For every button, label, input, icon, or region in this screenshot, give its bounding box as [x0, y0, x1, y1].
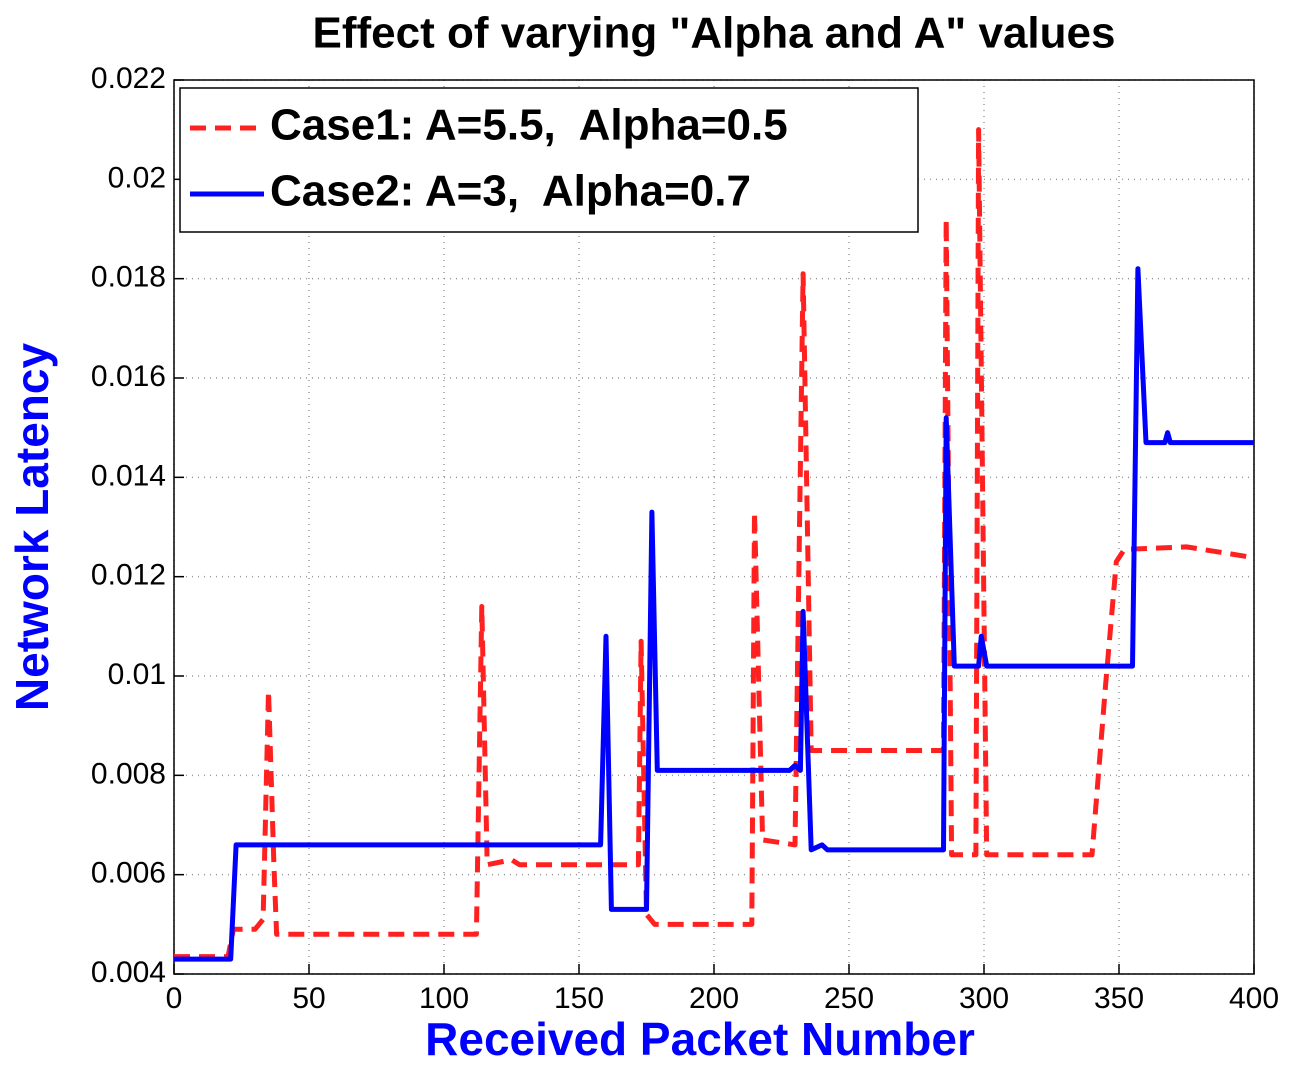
x-tick-label: 50	[292, 982, 325, 1015]
chart-title: Effect of varying "Alpha and A" values	[313, 9, 1116, 58]
y-tick-label: 0.012	[91, 559, 166, 592]
y-tick-label: 0.02	[108, 161, 166, 194]
y-tick-label: 0.01	[108, 658, 166, 691]
x-tick-label: 300	[959, 982, 1009, 1015]
y-tick-label: 0.016	[91, 360, 166, 393]
legend-label: Case2: A=3, Alpha=0.7	[270, 167, 751, 216]
legend-label: Case1: A=5.5, Alpha=0.5	[270, 101, 788, 150]
x-tick-label: 400	[1229, 982, 1279, 1015]
y-axis-label: Network Latency	[6, 343, 58, 712]
x-tick-label: 200	[689, 982, 739, 1015]
y-tick-label: 0.014	[91, 459, 166, 492]
y-tick-label: 0.006	[91, 857, 166, 890]
plot-frame	[173, 79, 1255, 975]
x-tick-label: 0	[166, 982, 183, 1015]
y-tick-label: 0.022	[91, 62, 166, 95]
x-tick-label: 150	[554, 982, 604, 1015]
line	[174, 266, 1254, 962]
x-axis-label: Received Packet Number	[425, 1013, 975, 1065]
x-tick-label: 350	[1094, 982, 1144, 1015]
x-tick-label: 250	[824, 982, 874, 1015]
legend-box	[179, 87, 919, 233]
y-tick-label: 0.004	[91, 956, 166, 989]
line	[174, 127, 1249, 960]
y-tick-label: 0.018	[91, 261, 166, 294]
y-tick-label: 0.008	[91, 757, 166, 790]
x-tick-label: 100	[419, 982, 469, 1015]
